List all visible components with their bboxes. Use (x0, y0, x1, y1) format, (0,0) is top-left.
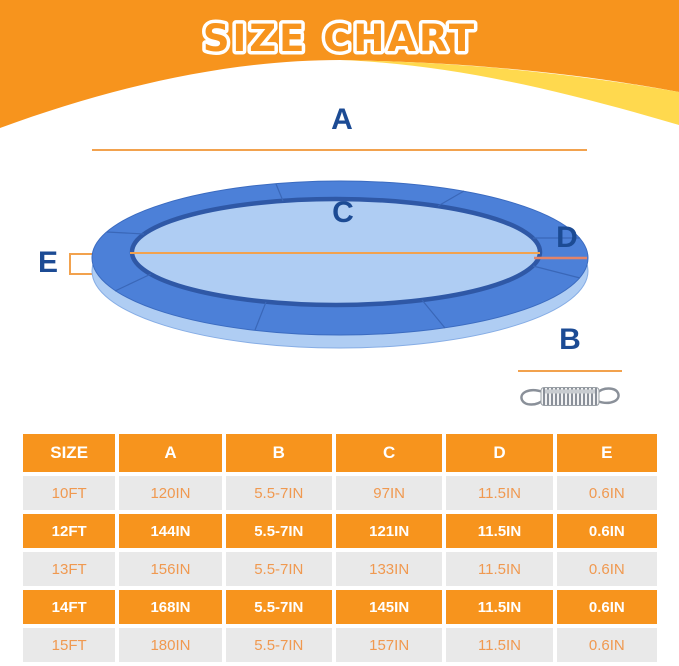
column-header-e: E (556, 434, 657, 472)
table-cell: 5.5-7IN (225, 552, 332, 586)
table-cell: 145IN (335, 590, 443, 624)
size-table-header: SIZE A B C D E (23, 434, 657, 472)
table-row: 14FT 168IN 5.5-7IN 145IN 11.5IN 0.6IN (23, 590, 657, 624)
table-cell: 121IN (335, 514, 443, 548)
table-cell: 0.6IN (556, 514, 657, 548)
table-cell: 133IN (335, 552, 443, 586)
page-title: SIZE CHART (203, 17, 477, 60)
dimension-label-e: E (37, 246, 59, 279)
table-cell: 144IN (119, 514, 222, 548)
table-cell: 180IN (119, 628, 222, 662)
dimension-label-a: A (331, 103, 353, 136)
table-cell: 10FT (23, 476, 116, 510)
table-cell: 157IN (335, 628, 443, 662)
table-cell: 97IN (335, 476, 443, 510)
column-header-c: C (335, 434, 443, 472)
column-header-b: B (225, 434, 332, 472)
table-cell: 5.5-7IN (225, 590, 332, 624)
size-table: SIZE A B C D E 10FT 120IN 5.5-7IN 97IN 11.5IN 0.6I… (19, 430, 661, 666)
table-cell: 14FT (23, 590, 116, 624)
table-row: 12FT 144IN 5.5-7IN 121IN 11.5IN 0.6IN (23, 514, 657, 548)
table-cell: 0.6IN (556, 628, 657, 662)
table-row: 13FT 156IN 5.5-7IN 133IN 11.5IN 0.6IN (23, 552, 657, 586)
dimension-label-c: C (332, 196, 354, 229)
dimension-label-d: D (556, 221, 578, 254)
table-cell: 156IN (119, 552, 222, 586)
table-cell: 0.6IN (556, 476, 657, 510)
table-cell: 11.5IN (446, 590, 553, 624)
table-cell: 11.5IN (446, 476, 553, 510)
table-cell: 168IN (119, 590, 222, 624)
table-cell: 13FT (23, 552, 116, 586)
column-header-d: D (446, 434, 553, 472)
table-cell: 120IN (119, 476, 222, 510)
table-cell: 11.5IN (446, 628, 553, 662)
table-cell: 12FT (23, 514, 116, 548)
column-header-a: A (119, 434, 222, 472)
table-cell: 0.6IN (556, 590, 657, 624)
table-cell: 11.5IN (446, 514, 553, 548)
header-yellow-shape (340, 60, 679, 125)
table-row: 15FT 180IN 5.5-7IN 157IN 11.5IN 0.6IN (23, 628, 657, 662)
column-header-size: SIZE (23, 434, 116, 472)
table-cell: 0.6IN (556, 552, 657, 586)
dimension-label-b: B (559, 323, 581, 356)
table-cell: 5.5-7IN (225, 476, 332, 510)
table-cell: 5.5-7IN (225, 514, 332, 548)
spring-icon (520, 387, 620, 406)
table-cell: 15FT (23, 628, 116, 662)
table-cell: 5.5-7IN (225, 628, 332, 662)
table-cell: 11.5IN (446, 552, 553, 586)
table-row: 10FT 120IN 5.5-7IN 97IN 11.5IN 0.6IN (23, 476, 657, 510)
dimension-bracket-e (69, 253, 95, 275)
